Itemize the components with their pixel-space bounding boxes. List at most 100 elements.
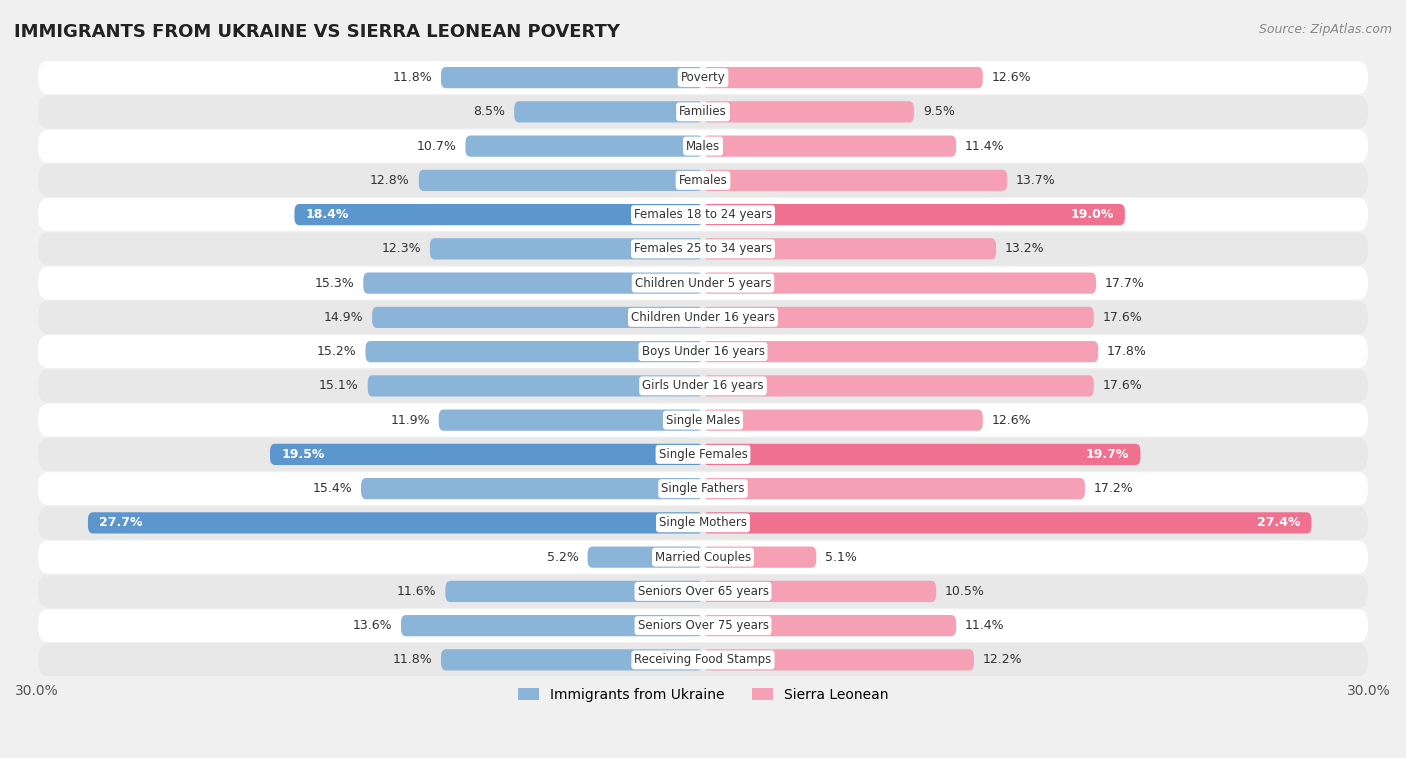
Text: 8.5%: 8.5% (474, 105, 505, 118)
Text: Single Males: Single Males (666, 414, 740, 427)
Text: 17.6%: 17.6% (1102, 379, 1143, 393)
Text: 9.5%: 9.5% (922, 105, 955, 118)
FancyBboxPatch shape (401, 615, 703, 636)
FancyBboxPatch shape (38, 575, 1368, 608)
FancyBboxPatch shape (703, 238, 995, 259)
Text: 10.7%: 10.7% (416, 139, 457, 152)
Text: 17.7%: 17.7% (1105, 277, 1144, 290)
Text: 15.3%: 15.3% (315, 277, 354, 290)
FancyBboxPatch shape (703, 478, 1085, 500)
FancyBboxPatch shape (703, 102, 914, 123)
FancyBboxPatch shape (515, 102, 703, 123)
FancyBboxPatch shape (38, 472, 1368, 505)
FancyBboxPatch shape (270, 443, 703, 465)
Text: 14.9%: 14.9% (323, 311, 363, 324)
Text: 11.8%: 11.8% (392, 71, 432, 84)
FancyBboxPatch shape (38, 198, 1368, 231)
Text: Children Under 5 years: Children Under 5 years (634, 277, 772, 290)
Text: 18.4%: 18.4% (305, 208, 349, 221)
Text: 17.2%: 17.2% (1094, 482, 1133, 495)
FancyBboxPatch shape (439, 409, 703, 431)
Text: Boys Under 16 years: Boys Under 16 years (641, 345, 765, 358)
Text: IMMIGRANTS FROM UKRAINE VS SIERRA LEONEAN POVERTY: IMMIGRANTS FROM UKRAINE VS SIERRA LEONEA… (14, 23, 620, 41)
FancyBboxPatch shape (588, 547, 703, 568)
Text: 19.5%: 19.5% (281, 448, 325, 461)
FancyBboxPatch shape (366, 341, 703, 362)
Text: Single Fathers: Single Fathers (661, 482, 745, 495)
Text: 10.5%: 10.5% (945, 585, 984, 598)
FancyBboxPatch shape (703, 307, 1094, 328)
FancyBboxPatch shape (703, 512, 1312, 534)
Text: Females 18 to 24 years: Females 18 to 24 years (634, 208, 772, 221)
FancyBboxPatch shape (363, 273, 703, 294)
FancyBboxPatch shape (703, 67, 983, 88)
Text: 12.2%: 12.2% (983, 653, 1022, 666)
Text: Single Females: Single Females (658, 448, 748, 461)
Text: Females 25 to 34 years: Females 25 to 34 years (634, 243, 772, 255)
Text: 19.0%: 19.0% (1070, 208, 1114, 221)
Text: 5.2%: 5.2% (547, 550, 579, 564)
Text: 19.7%: 19.7% (1085, 448, 1129, 461)
Text: Seniors Over 75 years: Seniors Over 75 years (637, 619, 769, 632)
Text: 11.9%: 11.9% (391, 414, 430, 427)
FancyBboxPatch shape (38, 404, 1368, 437)
Text: 12.8%: 12.8% (370, 174, 411, 187)
FancyBboxPatch shape (703, 273, 1097, 294)
Text: 12.3%: 12.3% (381, 243, 420, 255)
Text: Girls Under 16 years: Girls Under 16 years (643, 379, 763, 393)
Text: Source: ZipAtlas.com: Source: ZipAtlas.com (1258, 23, 1392, 36)
FancyBboxPatch shape (38, 644, 1368, 676)
Text: Children Under 16 years: Children Under 16 years (631, 311, 775, 324)
FancyBboxPatch shape (441, 67, 703, 88)
FancyBboxPatch shape (38, 335, 1368, 368)
FancyBboxPatch shape (703, 547, 817, 568)
FancyBboxPatch shape (38, 369, 1368, 402)
Text: 11.8%: 11.8% (392, 653, 432, 666)
Text: 12.6%: 12.6% (991, 414, 1031, 427)
Text: 11.6%: 11.6% (396, 585, 436, 598)
FancyBboxPatch shape (703, 170, 1007, 191)
FancyBboxPatch shape (703, 615, 956, 636)
FancyBboxPatch shape (703, 375, 1094, 396)
FancyBboxPatch shape (703, 650, 974, 671)
Text: Married Couples: Married Couples (655, 550, 751, 564)
FancyBboxPatch shape (419, 170, 703, 191)
FancyBboxPatch shape (465, 136, 703, 157)
Text: Families: Families (679, 105, 727, 118)
FancyBboxPatch shape (441, 650, 703, 671)
FancyBboxPatch shape (38, 164, 1368, 197)
FancyBboxPatch shape (294, 204, 703, 225)
FancyBboxPatch shape (38, 540, 1368, 574)
Text: Poverty: Poverty (681, 71, 725, 84)
Legend: Immigrants from Ukraine, Sierra Leonean: Immigrants from Ukraine, Sierra Leonean (512, 682, 894, 707)
FancyBboxPatch shape (703, 341, 1098, 362)
Text: 15.1%: 15.1% (319, 379, 359, 393)
Text: 5.1%: 5.1% (825, 550, 858, 564)
FancyBboxPatch shape (430, 238, 703, 259)
Text: 13.7%: 13.7% (1017, 174, 1056, 187)
FancyBboxPatch shape (368, 375, 703, 396)
Text: 15.2%: 15.2% (316, 345, 357, 358)
FancyBboxPatch shape (703, 136, 956, 157)
Text: 15.4%: 15.4% (312, 482, 352, 495)
FancyBboxPatch shape (703, 409, 983, 431)
FancyBboxPatch shape (38, 233, 1368, 265)
Text: 13.2%: 13.2% (1005, 243, 1045, 255)
FancyBboxPatch shape (703, 581, 936, 602)
Text: Females: Females (679, 174, 727, 187)
Text: 27.4%: 27.4% (1257, 516, 1301, 529)
Text: 13.6%: 13.6% (353, 619, 392, 632)
FancyBboxPatch shape (703, 204, 1125, 225)
Text: 12.6%: 12.6% (991, 71, 1031, 84)
FancyBboxPatch shape (38, 438, 1368, 471)
FancyBboxPatch shape (361, 478, 703, 500)
FancyBboxPatch shape (38, 130, 1368, 162)
Text: 17.6%: 17.6% (1102, 311, 1143, 324)
FancyBboxPatch shape (38, 301, 1368, 334)
Text: Receiving Food Stamps: Receiving Food Stamps (634, 653, 772, 666)
FancyBboxPatch shape (38, 506, 1368, 540)
FancyBboxPatch shape (89, 512, 703, 534)
FancyBboxPatch shape (703, 443, 1140, 465)
Text: 11.4%: 11.4% (965, 619, 1005, 632)
Text: Seniors Over 65 years: Seniors Over 65 years (637, 585, 769, 598)
